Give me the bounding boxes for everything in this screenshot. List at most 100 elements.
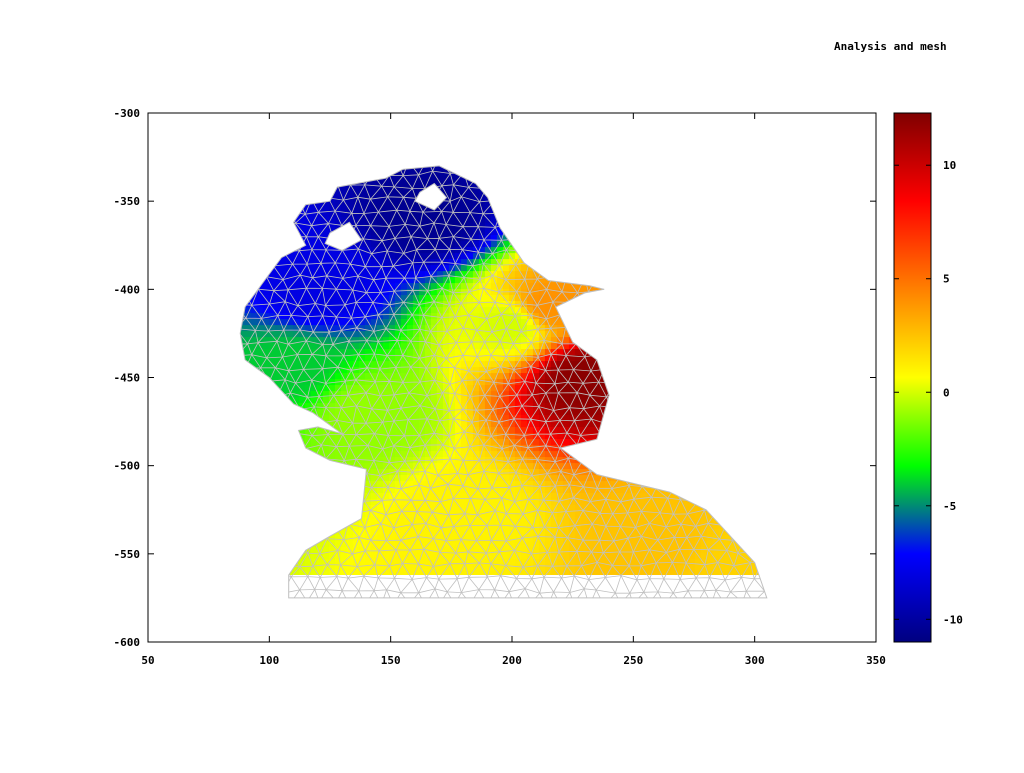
heatmap-cell: [562, 403, 570, 410]
heatmap-cell: [730, 469, 738, 476]
heatmap-cell: [251, 157, 258, 164]
heatmap-cell: [628, 451, 636, 458]
heatmap-cell: [412, 409, 420, 416]
heatmap-cell: [322, 259, 330, 266]
heatmap-cell: [628, 421, 636, 428]
heatmap-cell: [652, 427, 660, 434]
heatmap-cell: [748, 205, 756, 212]
heatmap-cell: [718, 367, 726, 374]
heatmap-cell: [670, 457, 678, 464]
heatmap-cell: [256, 469, 264, 476]
heatmap-cell: [610, 223, 618, 230]
heatmap-cell: [664, 283, 672, 290]
heatmap-cell: [466, 337, 474, 344]
heatmap-cell: [334, 235, 342, 242]
heatmap-cell: [304, 355, 312, 362]
heatmap-cell: [532, 385, 540, 392]
heatmap-cell: [688, 409, 696, 416]
heatmap-cell: [634, 469, 642, 476]
heatmap-cell: [700, 391, 708, 398]
heatmap-cell: [736, 301, 744, 308]
heatmap-cell: [592, 271, 600, 278]
heatmap-cell: [244, 193, 252, 200]
heatmap-cell: [694, 283, 702, 290]
heatmap-cell: [478, 175, 486, 182]
heatmap-cell: [460, 211, 468, 218]
heatmap-cell: [472, 217, 480, 224]
heatmap-cell: [706, 325, 714, 332]
heatmap-cell: [400, 283, 408, 290]
heatmap-cell: [628, 169, 636, 176]
heatmap-cell: [406, 367, 414, 374]
heatmap-cell: [233, 271, 240, 278]
heatmap-cell: [250, 169, 258, 176]
heatmap-cell: [658, 415, 666, 422]
heatmap-cell: [436, 481, 444, 488]
heatmap-cell: [460, 439, 468, 446]
heatmap-cell: [545, 157, 552, 164]
heatmap-cell: [376, 325, 384, 332]
heatmap-cell: [340, 475, 348, 482]
heatmap-cell: [700, 403, 708, 410]
heatmap-cell: [760, 469, 767, 476]
heatmap-cell: [754, 247, 762, 254]
heatmap-cell: [550, 403, 558, 410]
heatmap-cell: [376, 295, 384, 302]
heatmap-cell: [604, 367, 612, 374]
heatmap-cell: [256, 421, 264, 428]
heatmap-cell: [430, 277, 438, 284]
heatmap-cell: [466, 391, 474, 398]
heatmap-cell: [460, 277, 468, 284]
heatmap-cell: [418, 439, 426, 446]
heatmap-cell: [592, 295, 600, 302]
heatmap-cell: [292, 397, 300, 404]
heatmap-cell: [730, 235, 738, 242]
heatmap-cell: [388, 199, 396, 206]
heatmap-cell: [406, 319, 414, 326]
heatmap-cell: [634, 439, 642, 446]
heatmap-cell: [706, 349, 714, 356]
heatmap-cell: [430, 331, 438, 338]
heatmap-cell: [286, 223, 294, 230]
heatmap-cell: [742, 165, 750, 170]
heatmap-cell: [646, 205, 654, 212]
heatmap-cell: [376, 379, 384, 386]
heatmap-cell: [418, 409, 426, 416]
heatmap-cell: [280, 283, 288, 290]
heatmap-cell: [376, 313, 384, 320]
heatmap-cell: [748, 367, 756, 374]
heatmap-cell: [520, 265, 528, 272]
heatmap-cell: [718, 463, 726, 470]
heatmap-cell: [592, 235, 600, 242]
heatmap-cell: [364, 307, 372, 314]
heatmap-cell: [358, 165, 366, 170]
heatmap-cell: [328, 403, 336, 410]
heatmap-cell: [526, 451, 534, 458]
heatmap-cell: [472, 211, 480, 218]
heatmap-cell: [268, 385, 276, 392]
heatmap-cell: [556, 409, 564, 416]
heatmap-cell: [240, 259, 246, 266]
heatmap-cell: [724, 343, 732, 350]
heatmap-cell: [496, 481, 504, 488]
heatmap-cell: [550, 427, 558, 434]
heatmap-cell: [658, 469, 666, 476]
heatmap-cell: [598, 439, 606, 446]
heatmap-cell: [526, 175, 534, 182]
heatmap-cell: [262, 187, 270, 194]
heatmap-cell: [472, 367, 480, 374]
heatmap-cell: [490, 247, 498, 254]
heatmap-cell: [706, 217, 714, 224]
heatmap-cell: [592, 325, 600, 332]
heatmap-cell: [610, 373, 618, 380]
heatmap-cell: [484, 397, 492, 404]
heatmap-cell: [658, 223, 666, 230]
heatmap-cell: [694, 181, 702, 188]
heatmap-cell: [712, 319, 720, 326]
heatmap-cell: [730, 409, 738, 416]
heatmap-cell: [622, 193, 630, 200]
heatmap-cell: [592, 373, 600, 380]
heatmap-cell: [706, 355, 714, 362]
heatmap-cell: [658, 211, 666, 218]
heatmap-cell: [767, 331, 774, 338]
